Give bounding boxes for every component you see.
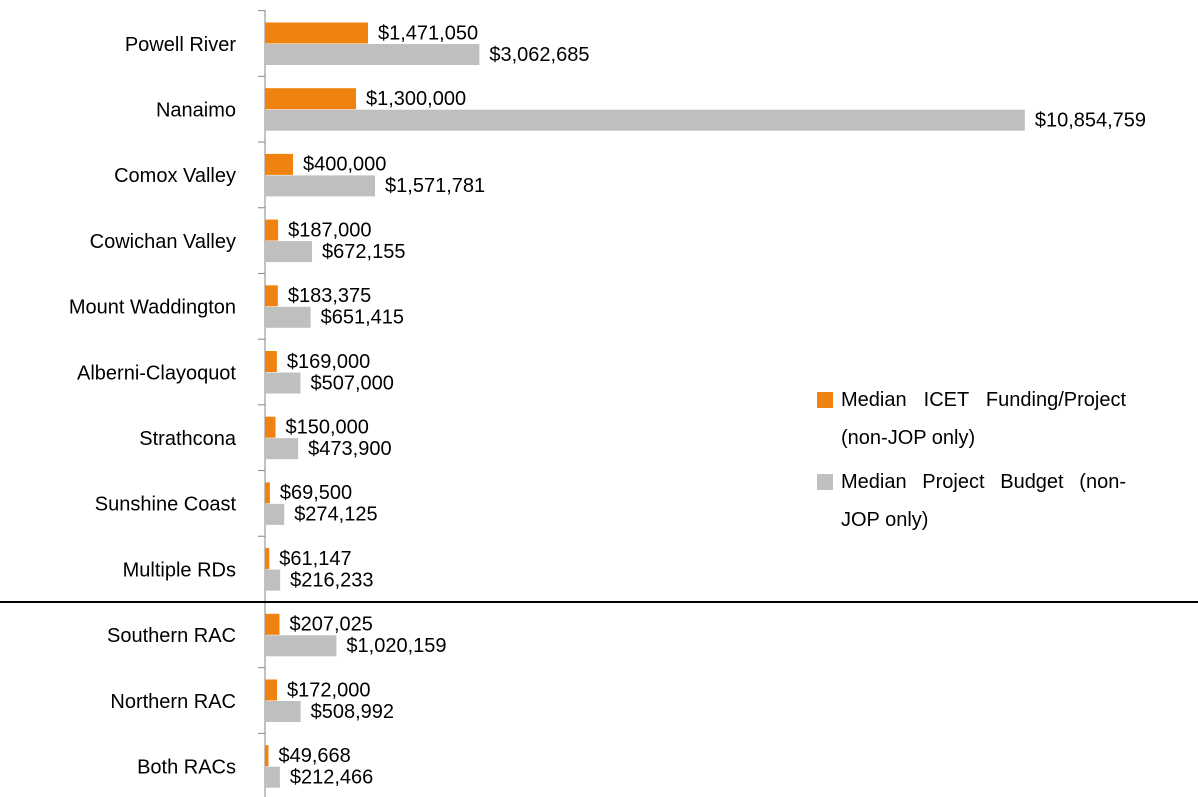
bar (265, 88, 356, 110)
bar (265, 306, 311, 328)
value-label: $216,233 (290, 569, 373, 591)
bar (265, 482, 270, 504)
legend-swatch (817, 392, 833, 408)
value-label: $169,000 (287, 351, 370, 373)
value-label: $3,062,685 (489, 44, 589, 66)
bar (265, 109, 1025, 131)
category-label: Multiple RDs (123, 559, 236, 581)
bar (265, 416, 276, 438)
legend-swatch (817, 474, 833, 490)
bar (265, 613, 280, 635)
category-label: Strathcona (139, 428, 237, 450)
bar (265, 569, 281, 591)
bar (265, 438, 299, 460)
category-label: Nanaimo (156, 99, 236, 121)
bar (265, 351, 277, 372)
value-label: $508,992 (311, 701, 394, 723)
legend-item: Median Project Budget (non-JOP only) (817, 463, 1126, 539)
value-label: $207,025 (289, 614, 372, 636)
value-label: $507,000 (310, 372, 393, 394)
bar (265, 679, 278, 701)
legend-item: Median ICET Funding/Project (non-JOP onl… (817, 381, 1126, 457)
bar (265, 745, 269, 767)
bar (265, 44, 480, 65)
value-label: $274,125 (294, 504, 377, 526)
value-label: $183,375 (288, 285, 371, 307)
category-label: Alberni-Clayoquot (77, 362, 236, 384)
category-label: Both RACs (137, 756, 236, 778)
value-label: $400,000 (303, 154, 386, 176)
category-label: Northern RAC (110, 691, 236, 713)
category-label: Sunshine Coast (95, 494, 237, 516)
value-label: $69,500 (280, 482, 352, 504)
value-label: $212,466 (290, 766, 373, 788)
category-label: Southern RAC (107, 625, 236, 647)
bar (265, 503, 285, 525)
value-label: $172,000 (287, 679, 370, 701)
value-label: $473,900 (308, 438, 391, 460)
bar (265, 285, 278, 307)
value-label: $49,668 (278, 745, 350, 767)
value-label: $187,000 (288, 219, 371, 241)
category-label: Mount Waddington (69, 297, 236, 319)
bar (265, 701, 301, 722)
value-label: $10,854,759 (1035, 109, 1146, 131)
value-label: $1,471,050 (378, 22, 478, 44)
value-label: $61,147 (279, 548, 351, 570)
category-label: Comox Valley (114, 165, 236, 187)
value-label: $1,571,781 (385, 175, 485, 197)
value-label: $651,415 (321, 307, 404, 329)
value-label: $1,020,159 (346, 635, 446, 657)
bar (265, 548, 270, 570)
legend-label: Median Project Budget (non-JOP only) (841, 471, 1126, 531)
bar (265, 372, 301, 394)
bar (265, 22, 368, 44)
legend-label: Median ICET Funding/Project (non-JOP onl… (841, 389, 1126, 449)
value-label: $672,155 (322, 241, 405, 263)
bar (265, 219, 279, 241)
value-label: $150,000 (286, 416, 369, 438)
bar (265, 766, 280, 788)
category-label: Cowichan Valley (90, 231, 236, 253)
bar (265, 153, 293, 175)
bar (265, 635, 337, 657)
category-label: Powell River (125, 34, 236, 56)
value-label: $1,300,000 (366, 88, 466, 110)
bar (265, 241, 313, 263)
bar (265, 175, 376, 197)
